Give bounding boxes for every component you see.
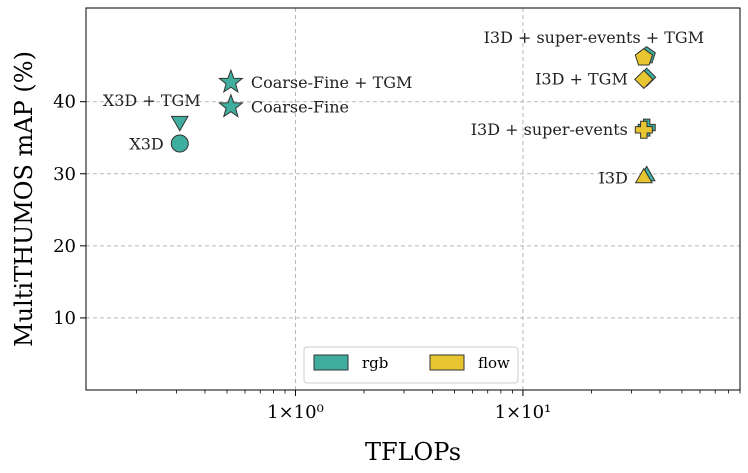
y-tick-label: 20: [53, 236, 76, 257]
annotation-label: I3D + super-events + TGM: [484, 28, 705, 47]
y-tick-label: 10: [53, 308, 76, 329]
tick-labels: 1×10⁰ 1×10¹ 10 20 30 40: [53, 92, 551, 423]
legend-swatch-rgb: [313, 354, 349, 371]
x-axis-label: TFLOPs: [365, 438, 461, 466]
grid-lines: [86, 8, 740, 390]
marker-triangle-up-flow: [634, 167, 653, 184]
annotation-label: I3D: [599, 168, 628, 187]
axis-ticks: [80, 101, 741, 396]
y-tick-label: 30: [53, 164, 76, 185]
legend-label-rgb: rgb: [362, 354, 388, 372]
x-tick-label: 1×10¹: [495, 402, 552, 423]
marker-diamond-flow: [634, 69, 654, 90]
marker-plus-flow: [634, 120, 653, 139]
legend-label-flow: flow: [478, 354, 510, 372]
annotation-label: X3D: [129, 135, 163, 154]
marker-star-rgb: [218, 68, 244, 94]
annotations: X3D X3D + TGM Coarse-Fine Coarse-Fine + TGM…: [103, 28, 704, 187]
marker-pentagon-flow: [634, 48, 653, 66]
marker-triangle-down-rgb: [170, 115, 189, 132]
annotation-label: Coarse-Fine + TGM: [251, 73, 413, 92]
legend: rgb flow: [303, 346, 519, 384]
annotation-label: Coarse-Fine: [251, 98, 349, 117]
plot-frame: [85, 7, 741, 391]
annotation-label: I3D + super-events: [471, 120, 628, 139]
marker-star-rgb: [218, 93, 244, 118]
x-tick-label: 1×10⁰: [267, 402, 324, 423]
annotation-label: I3D + TGM: [535, 70, 628, 89]
annotation-label: X3D + TGM: [103, 91, 201, 110]
y-axis-label: MultiTHUMOS mAP (%): [10, 51, 38, 347]
y-tick-label: 40: [53, 92, 76, 113]
legend-swatch-flow: [429, 354, 465, 371]
marker-circle-rgb: [170, 134, 189, 153]
data-markers: [170, 45, 657, 184]
